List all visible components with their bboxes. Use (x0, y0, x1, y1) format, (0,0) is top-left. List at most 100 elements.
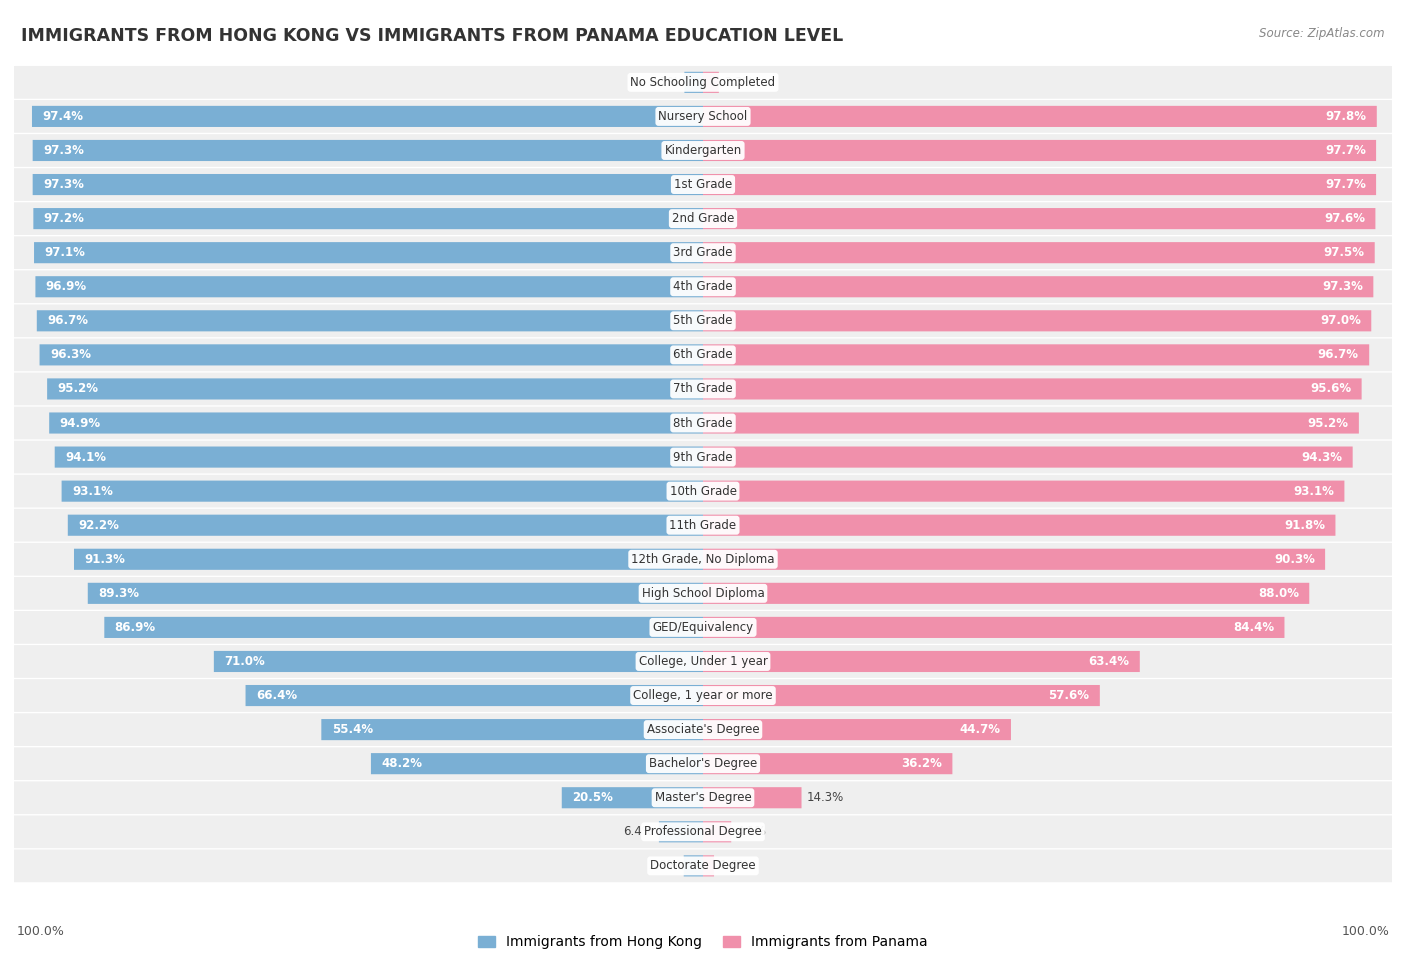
FancyBboxPatch shape (703, 447, 1353, 468)
FancyBboxPatch shape (322, 719, 703, 740)
Text: Master's Degree: Master's Degree (655, 792, 751, 804)
Text: 96.3%: 96.3% (49, 348, 91, 362)
Text: 100.0%: 100.0% (17, 925, 65, 938)
FancyBboxPatch shape (32, 140, 703, 161)
Text: 1.6%: 1.6% (720, 859, 749, 873)
Text: 89.3%: 89.3% (98, 587, 139, 600)
FancyBboxPatch shape (703, 753, 952, 774)
Text: 96.9%: 96.9% (46, 280, 87, 293)
Text: GED/Equivalency: GED/Equivalency (652, 621, 754, 634)
FancyBboxPatch shape (703, 378, 1361, 400)
Text: 92.2%: 92.2% (79, 519, 120, 531)
FancyBboxPatch shape (55, 447, 703, 468)
FancyBboxPatch shape (703, 549, 1324, 569)
FancyBboxPatch shape (703, 106, 1376, 127)
Text: 6th Grade: 6th Grade (673, 348, 733, 362)
Text: 84.4%: 84.4% (1233, 621, 1274, 634)
FancyBboxPatch shape (703, 208, 1375, 229)
FancyBboxPatch shape (685, 72, 703, 93)
Text: 5th Grade: 5th Grade (673, 314, 733, 328)
Text: 96.7%: 96.7% (48, 314, 89, 328)
Text: 6.4%: 6.4% (623, 825, 654, 838)
FancyBboxPatch shape (14, 441, 1392, 474)
FancyBboxPatch shape (703, 174, 1376, 195)
FancyBboxPatch shape (703, 855, 714, 877)
FancyBboxPatch shape (14, 372, 1392, 406)
FancyBboxPatch shape (703, 140, 1376, 161)
FancyBboxPatch shape (246, 685, 703, 706)
Text: 11th Grade: 11th Grade (669, 519, 737, 531)
Text: 10th Grade: 10th Grade (669, 485, 737, 497)
Text: 95.2%: 95.2% (1308, 416, 1348, 430)
Text: High School Diploma: High School Diploma (641, 587, 765, 600)
FancyBboxPatch shape (703, 310, 1371, 332)
Text: 66.4%: 66.4% (256, 689, 297, 702)
FancyBboxPatch shape (703, 685, 1099, 706)
FancyBboxPatch shape (14, 747, 1392, 780)
Text: Bachelor's Degree: Bachelor's Degree (650, 758, 756, 770)
FancyBboxPatch shape (14, 611, 1392, 644)
FancyBboxPatch shape (62, 481, 703, 502)
FancyBboxPatch shape (14, 815, 1392, 848)
FancyBboxPatch shape (14, 100, 1392, 133)
FancyBboxPatch shape (14, 66, 1392, 98)
FancyBboxPatch shape (32, 174, 703, 195)
FancyBboxPatch shape (703, 719, 1011, 740)
FancyBboxPatch shape (14, 577, 1392, 609)
FancyBboxPatch shape (14, 475, 1392, 508)
Text: 4.1%: 4.1% (737, 825, 766, 838)
FancyBboxPatch shape (87, 583, 703, 604)
Text: 2nd Grade: 2nd Grade (672, 213, 734, 225)
Text: College, Under 1 year: College, Under 1 year (638, 655, 768, 668)
Text: Kindergarten: Kindergarten (665, 144, 741, 157)
FancyBboxPatch shape (37, 310, 703, 332)
FancyBboxPatch shape (14, 135, 1392, 167)
Text: Source: ZipAtlas.com: Source: ZipAtlas.com (1260, 27, 1385, 40)
FancyBboxPatch shape (34, 208, 703, 229)
FancyBboxPatch shape (703, 412, 1358, 434)
Text: 97.7%: 97.7% (1324, 144, 1365, 157)
Text: 3rd Grade: 3rd Grade (673, 246, 733, 259)
FancyBboxPatch shape (703, 242, 1375, 263)
FancyBboxPatch shape (14, 645, 1392, 678)
Text: 55.4%: 55.4% (332, 723, 373, 736)
Text: 97.1%: 97.1% (45, 246, 86, 259)
Text: Nursery School: Nursery School (658, 110, 748, 123)
FancyBboxPatch shape (14, 338, 1392, 371)
Text: College, 1 year or more: College, 1 year or more (633, 689, 773, 702)
FancyBboxPatch shape (14, 236, 1392, 269)
FancyBboxPatch shape (34, 242, 703, 263)
Text: 95.2%: 95.2% (58, 382, 98, 396)
FancyBboxPatch shape (562, 787, 703, 808)
FancyBboxPatch shape (14, 680, 1392, 712)
Text: 86.9%: 86.9% (115, 621, 156, 634)
FancyBboxPatch shape (703, 651, 1140, 672)
FancyBboxPatch shape (703, 481, 1344, 502)
FancyBboxPatch shape (14, 543, 1392, 575)
FancyBboxPatch shape (703, 617, 1285, 638)
Text: 7th Grade: 7th Grade (673, 382, 733, 396)
Text: 97.6%: 97.6% (1324, 213, 1365, 225)
FancyBboxPatch shape (703, 344, 1369, 366)
Text: 100.0%: 100.0% (1341, 925, 1389, 938)
Text: 97.7%: 97.7% (1324, 178, 1365, 191)
Text: Professional Degree: Professional Degree (644, 825, 762, 838)
FancyBboxPatch shape (104, 617, 703, 638)
Text: 97.2%: 97.2% (44, 213, 84, 225)
Text: 57.6%: 57.6% (1049, 689, 1090, 702)
FancyBboxPatch shape (14, 270, 1392, 303)
Text: 44.7%: 44.7% (960, 723, 1001, 736)
Text: 14.3%: 14.3% (807, 792, 844, 804)
Text: 4th Grade: 4th Grade (673, 280, 733, 293)
FancyBboxPatch shape (35, 276, 703, 297)
Text: 36.2%: 36.2% (901, 758, 942, 770)
Text: 93.1%: 93.1% (1294, 485, 1334, 497)
Text: Associate's Degree: Associate's Degree (647, 723, 759, 736)
Text: 91.3%: 91.3% (84, 553, 125, 566)
FancyBboxPatch shape (49, 412, 703, 434)
FancyBboxPatch shape (75, 549, 703, 569)
Text: 9th Grade: 9th Grade (673, 450, 733, 463)
Text: 97.4%: 97.4% (42, 110, 83, 123)
Text: 97.8%: 97.8% (1326, 110, 1367, 123)
FancyBboxPatch shape (703, 515, 1336, 536)
